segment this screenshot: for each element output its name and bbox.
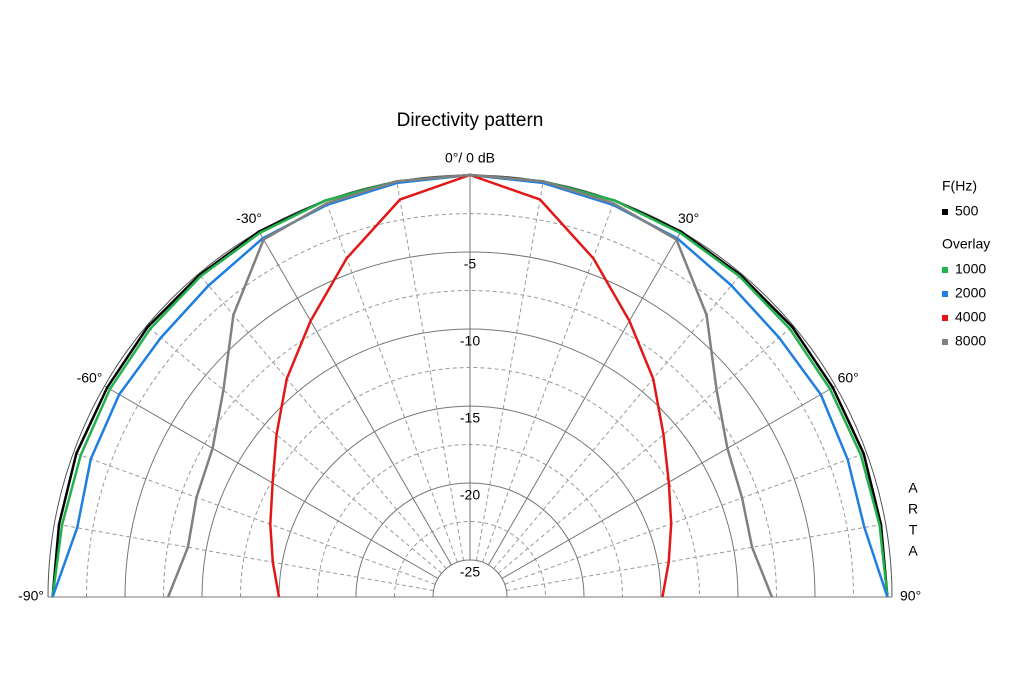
ring bbox=[201, 328, 739, 598]
r-tick-label: -10 bbox=[460, 333, 480, 349]
radial-line bbox=[475, 181, 544, 561]
series-line bbox=[166, 173, 774, 598]
radial-line bbox=[73, 452, 436, 585]
r-tick-label: -5 bbox=[464, 256, 477, 272]
angle-tick-label: -60° bbox=[77, 370, 103, 386]
angle-tick-label: 30° bbox=[678, 210, 699, 226]
radial-line bbox=[488, 231, 682, 566]
ring bbox=[432, 559, 508, 598]
watermark-letter: A bbox=[908, 480, 918, 496]
radial-line bbox=[493, 273, 742, 569]
watermark-letter: T bbox=[909, 522, 918, 538]
radial-line bbox=[104, 385, 439, 579]
ring bbox=[124, 251, 816, 598]
radial-line bbox=[506, 523, 886, 592]
radial-line bbox=[504, 452, 867, 585]
ring bbox=[278, 405, 662, 598]
radial-line bbox=[198, 273, 447, 569]
angle-tick-label: 90° bbox=[900, 588, 921, 604]
legend-label: 4000 bbox=[955, 309, 986, 325]
legend-label: 500 bbox=[955, 203, 979, 219]
radial-line bbox=[258, 231, 452, 566]
legend-swatch bbox=[942, 315, 948, 321]
r-tick-label: -25 bbox=[460, 564, 480, 580]
ring bbox=[355, 482, 585, 598]
angle-tick-label: 0°/ 0 dB bbox=[445, 150, 495, 166]
radial-line bbox=[482, 200, 615, 563]
radial-line bbox=[54, 523, 434, 592]
r-tick-label: -15 bbox=[460, 410, 480, 426]
angle-tick-label: -90° bbox=[18, 588, 44, 604]
legend-swatch bbox=[942, 339, 948, 345]
radial-line bbox=[396, 181, 465, 561]
minor-ring bbox=[163, 290, 777, 598]
legend-swatch bbox=[942, 267, 948, 273]
radial-line bbox=[325, 200, 458, 563]
legend-swatch bbox=[942, 291, 948, 297]
r-tick-label: -20 bbox=[460, 487, 480, 503]
series-line bbox=[269, 173, 673, 598]
legend-title: F(Hz) bbox=[942, 178, 977, 194]
radial-line bbox=[146, 325, 442, 574]
angle-tick-label: 60° bbox=[838, 370, 859, 386]
legend-swatch bbox=[942, 209, 948, 215]
chart-title: Directivity pattern bbox=[397, 110, 544, 131]
legend-label: 2000 bbox=[955, 285, 986, 301]
grid bbox=[47, 174, 893, 598]
angle-tick-label: -30° bbox=[236, 210, 262, 226]
watermark-letter: A bbox=[908, 543, 918, 559]
legend-label: 1000 bbox=[955, 261, 986, 277]
overlay-title: Overlay bbox=[942, 236, 990, 252]
radial-line bbox=[498, 325, 794, 574]
watermark-letter: R bbox=[908, 501, 918, 517]
legend-label: 8000 bbox=[955, 333, 986, 349]
